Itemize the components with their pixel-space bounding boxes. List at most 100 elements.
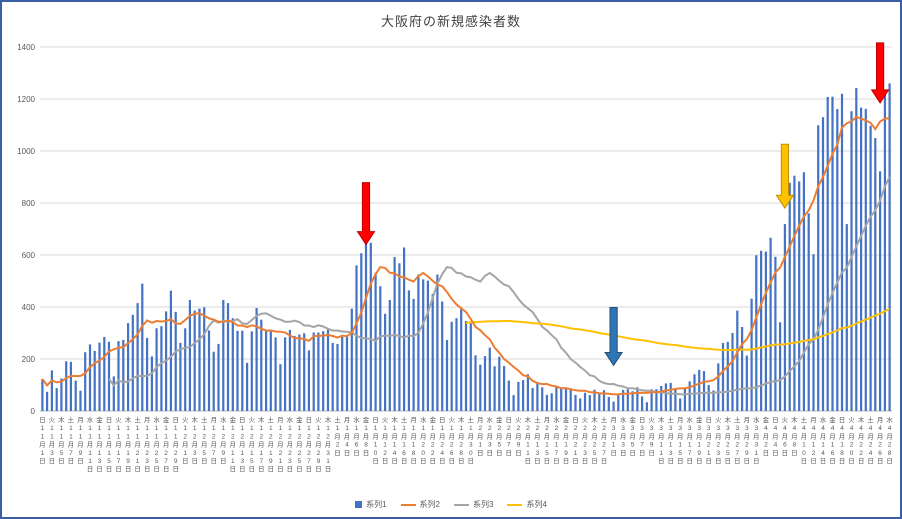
legend-line-marker	[454, 503, 469, 506]
legend-label: 系列3	[473, 500, 494, 509]
legend-label: 系列2	[419, 500, 440, 509]
legend-item-系列3[interactable]: 系列3	[454, 499, 493, 510]
svg-text:600: 600	[22, 251, 36, 260]
legend-item-系列2[interactable]: 系列2	[400, 499, 440, 510]
red-arrow-april-peak[interactable]	[870, 42, 890, 104]
legend-label: 系列1	[366, 500, 387, 509]
red-arrow-january-peak[interactable]	[356, 182, 376, 246]
svg-text:800: 800	[22, 199, 36, 208]
yellow-arrow-early-april[interactable]	[775, 143, 795, 210]
svg-text:1000: 1000	[17, 147, 35, 156]
legend-label: 系列4	[526, 500, 547, 509]
chart-legend: 系列1 系列2 系列3 系列4	[2, 499, 900, 510]
svg-text:400: 400	[22, 303, 36, 312]
legend-bar-marker	[355, 501, 363, 508]
bars-series-1	[41, 83, 891, 412]
x-axis-labels: 日 1 1 月 1 日火 1 1 月 3 日木 1 1 月 5 日土 1 1 月 7 日月 1 1 月 9 日水 1 1 月 1 1 日金 1 1…	[39, 415, 893, 473]
line-series-4	[465, 307, 891, 351]
line-series-2	[41, 115, 890, 396]
line-series-3	[108, 176, 891, 396]
legend-line-marker	[400, 503, 416, 506]
svg-text:200: 200	[22, 355, 36, 364]
blue-arrow-march-trough[interactable]	[604, 307, 624, 367]
legend-line-marker	[507, 503, 523, 506]
legend-item-系列4[interactable]: 系列4	[507, 499, 547, 510]
y-axis-labels: 0 200 400 600 800 1000 1200 1400	[17, 43, 35, 416]
legend-item-系列1[interactable]: 系列1	[355, 499, 387, 510]
